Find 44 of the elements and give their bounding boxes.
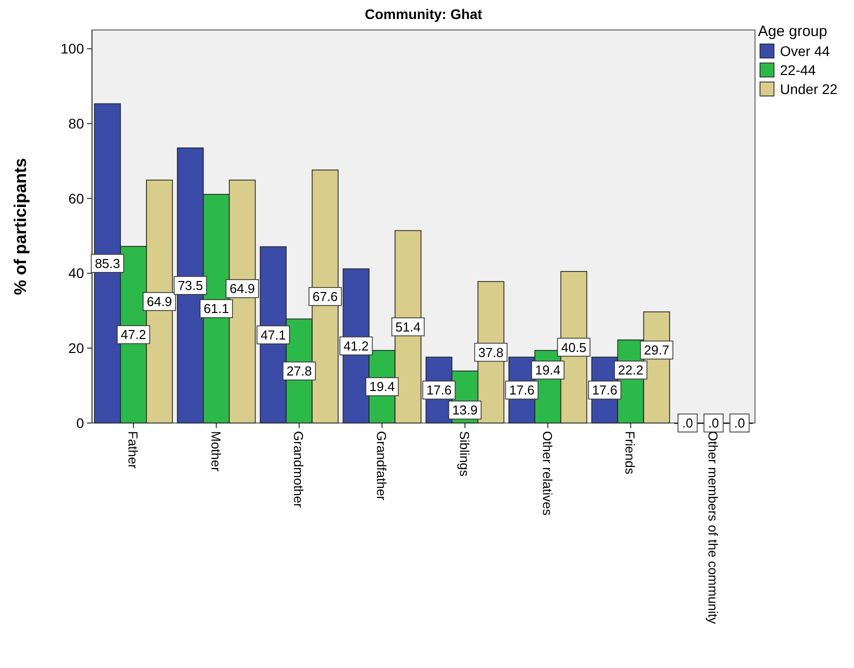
legend-label: 22-44 [780,62,816,78]
data-label: .0 [682,416,694,431]
x-tick-label: Siblings [456,431,472,478]
data-label: .0 [708,416,719,431]
y-tick-label: 60 [68,190,84,206]
y-tick-label: 100 [60,40,84,57]
data-label: 47.2 [120,327,146,342]
y-tick-label: 40 [68,265,84,282]
data-label: 73.5 [178,278,203,293]
data-label: 13.9 [452,402,478,418]
chart-title: Community: Ghat [364,6,483,22]
data-label: 67.6 [312,289,338,304]
data-label: 19.4 [535,362,560,378]
data-label: 64.9 [230,281,255,296]
legend-label: Under 22 [780,80,838,97]
x-tick-label: Other members of the community [706,431,721,624]
data-label: 27.8 [286,364,312,379]
data-label: 40.5 [561,340,586,355]
data-label: 37.8 [478,344,504,360]
data-label: 64.9 [146,294,172,310]
y-tick-label: 80 [68,115,84,132]
data-label: 17.6 [592,382,618,398]
data-label: 22.2 [618,362,644,378]
x-tick-label: Father [125,431,140,470]
legend-title: Age group [758,23,828,40]
x-tick-label: Mother [208,431,224,472]
data-label: 61.1 [204,301,229,316]
y-axis-title: % of participants [11,158,30,295]
data-label: 17.6 [426,382,452,398]
y-tick-label: 20 [68,340,84,356]
x-tick-label: Other relatives [540,431,555,516]
x-tick-label: Friends [622,431,638,475]
data-label: 19.4 [369,379,395,394]
data-label: 17.6 [509,382,534,398]
data-label: 85.3 [94,256,120,271]
data-label: 47.1 [260,327,286,342]
y-tick-label: 0 [76,414,84,431]
x-tick-label: Grandmother [291,431,306,508]
data-label: 29.7 [644,342,670,358]
data-label: .0 [734,416,745,431]
legend-label: Over 44 [780,42,830,59]
x-tick-label: Grandfather [374,431,390,502]
data-label: 41.2 [343,338,369,354]
data-label: 51.4 [395,319,421,334]
